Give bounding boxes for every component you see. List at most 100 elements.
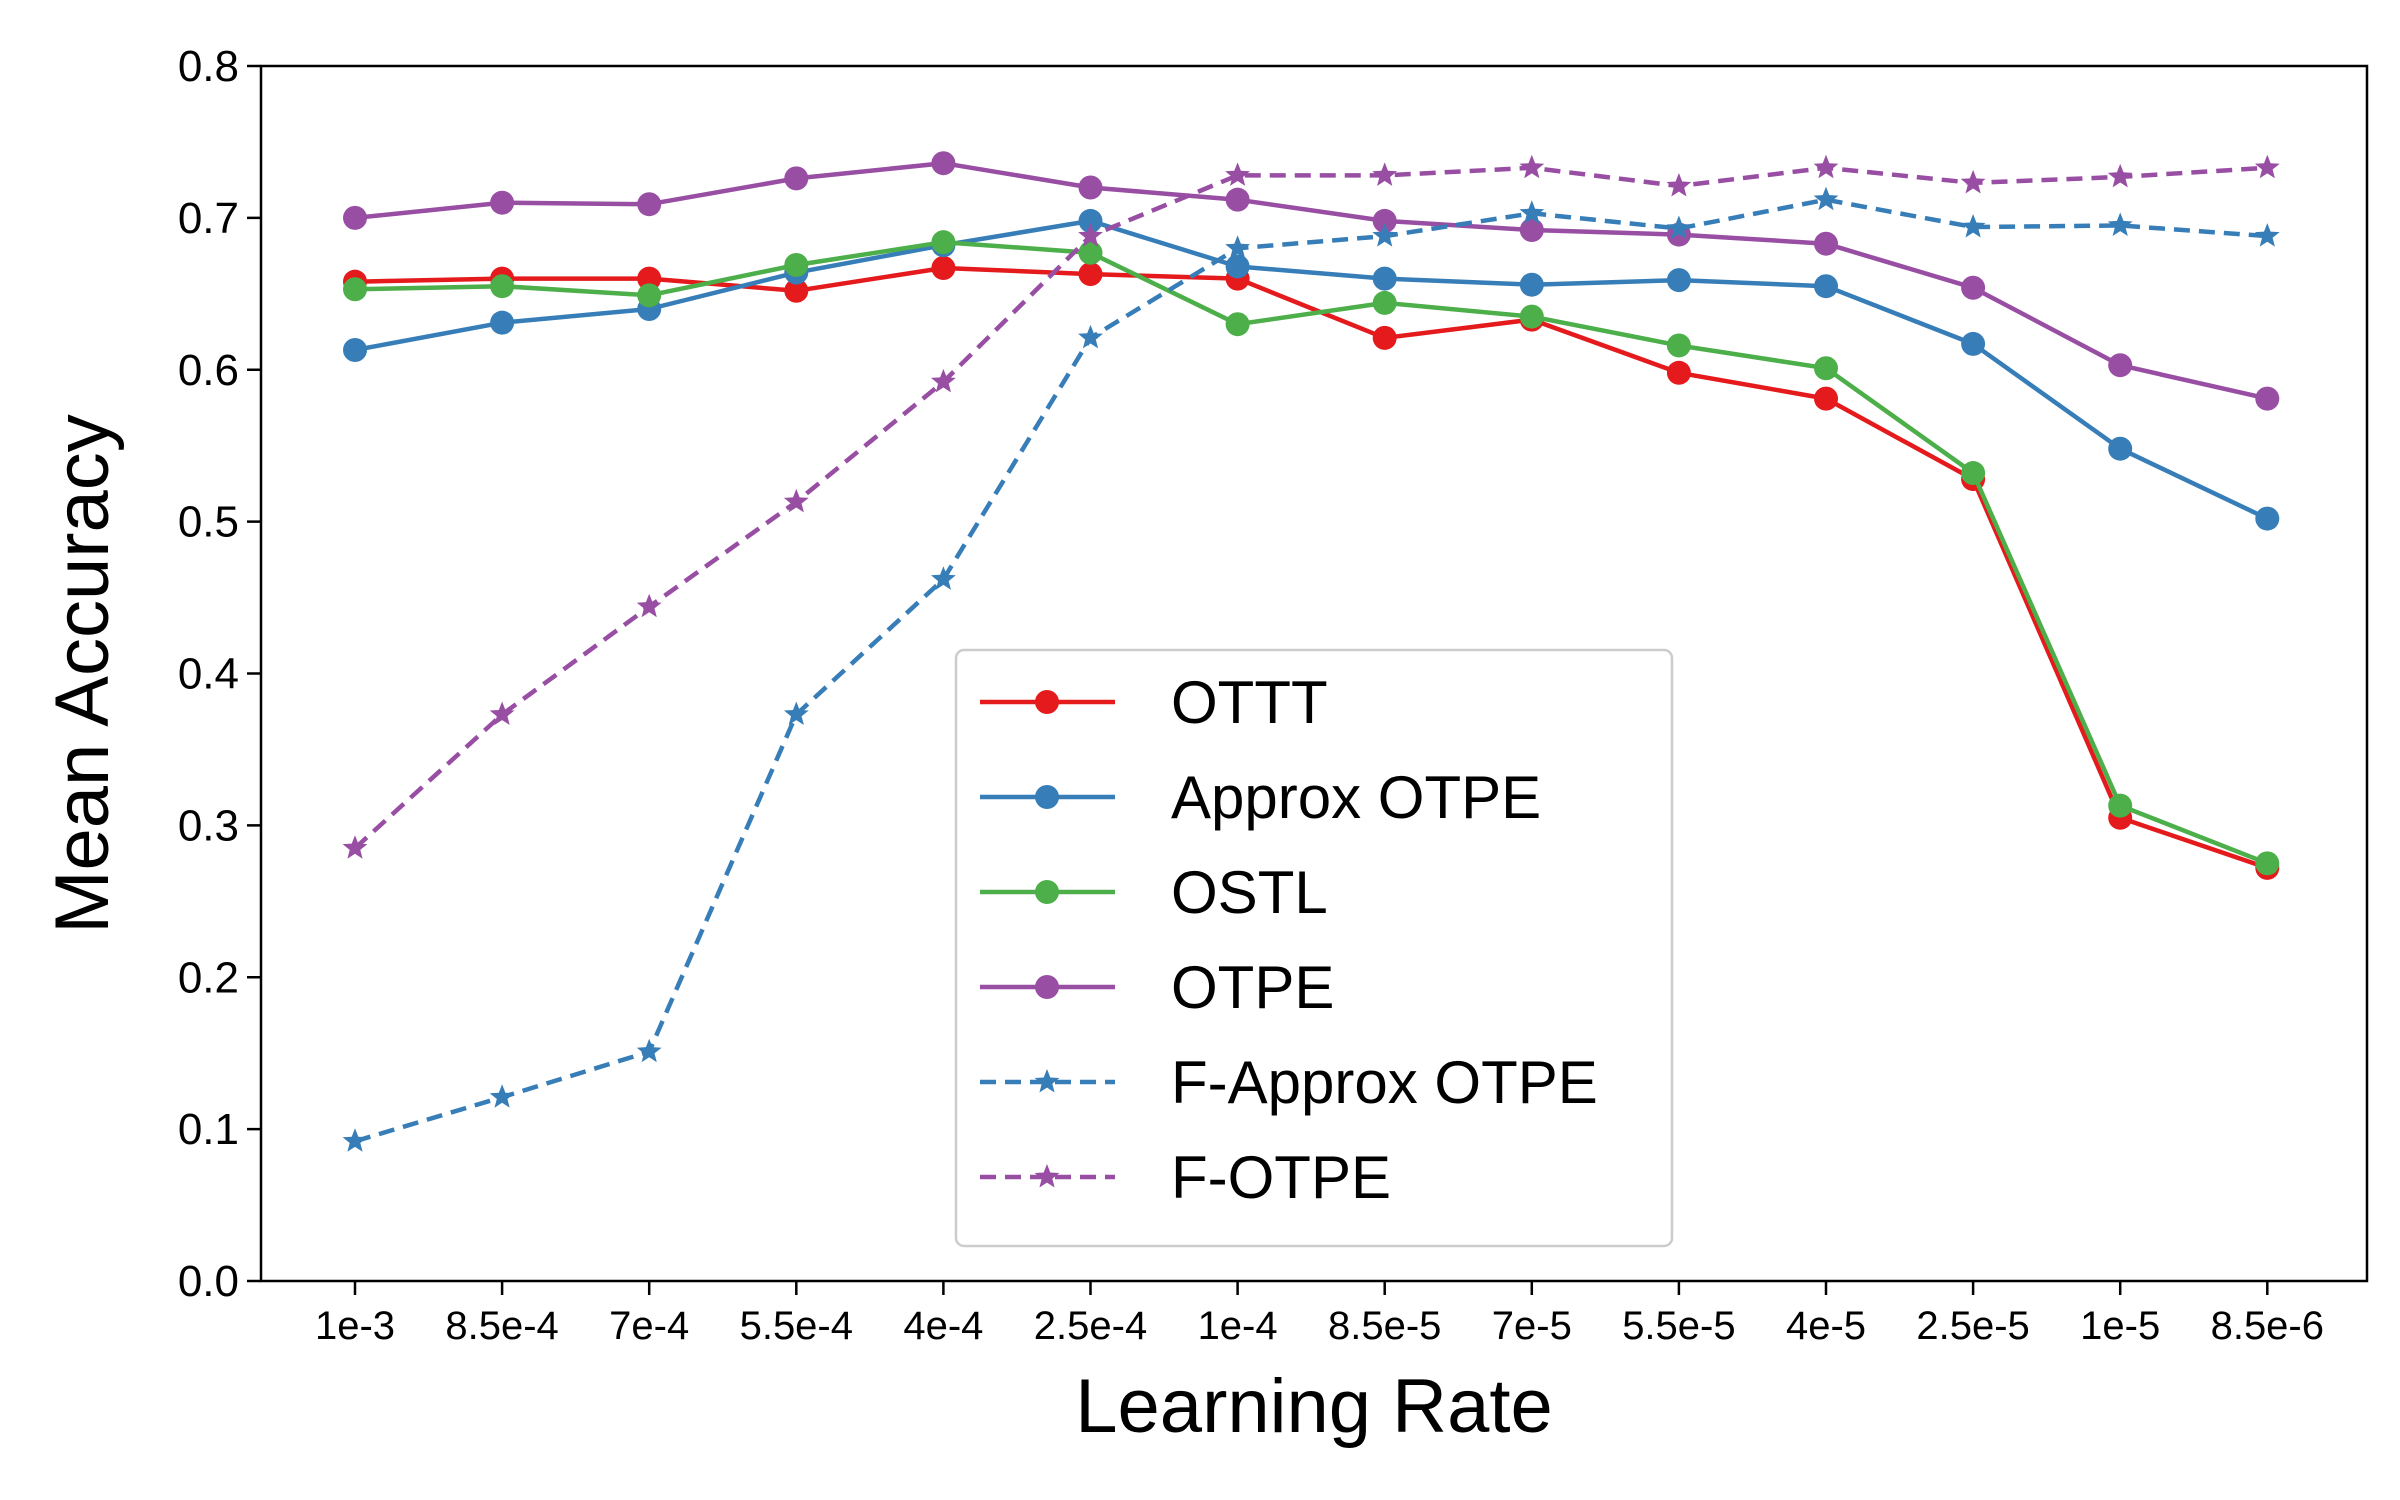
data-point-otpe	[2108, 353, 2133, 378]
series-f-approx-otpe	[342, 186, 2280, 1152]
x-tick-label: 7e-5	[1492, 1304, 1572, 1348]
data-point-f-approx-otpe	[1078, 324, 1103, 349]
data-point-approx-otpe	[1225, 254, 1250, 279]
data-point-f-otpe	[2107, 163, 2133, 188]
data-point-f-approx-otpe	[931, 566, 956, 590]
series-otpe	[343, 151, 2280, 411]
x-tick-label: 8.5e-6	[2211, 1304, 2324, 1348]
data-point-approx-otpe	[1666, 268, 1691, 293]
data-point-ottt	[931, 255, 956, 280]
data-point-f-otpe	[1519, 154, 1545, 179]
x-tick-label: 8.5e-4	[445, 1304, 558, 1348]
legend-label: OTTT	[1171, 669, 1328, 736]
data-point-f-otpe	[489, 701, 515, 725]
data-point-approx-otpe	[1078, 208, 1103, 233]
data-point-f-approx-otpe	[1519, 200, 1545, 224]
data-point-f-otpe	[1372, 162, 1398, 186]
data-point-ottt	[1078, 262, 1103, 287]
data-point-otpe	[1225, 187, 1250, 212]
data-point-approx-otpe	[343, 338, 367, 363]
x-tick-label: 8.5e-5	[1328, 1304, 1441, 1348]
data-point-ostl	[2108, 793, 2133, 818]
data-point-approx-otpe	[2108, 436, 2133, 461]
data-point-otpe	[931, 151, 956, 176]
x-axis: 1e-3 8.5e-4 7e-4 5.5e-4 4e-4 2.5e-4 1e-4 8.5e-5…	[315, 1281, 2324, 1348]
y-axis: 0.0 0.1 0.2 0.3 0.4 0.5 0.6 0.7 0.8	[178, 42, 261, 1306]
data-point-f-otpe	[1960, 169, 1986, 194]
data-point-f-otpe	[931, 368, 956, 393]
x-tick-label: 4e-5	[1786, 1304, 1866, 1348]
series-line-f-otpe	[353, 165, 2268, 850]
data-point-ostl	[2255, 851, 2280, 876]
data-point-f-approx-otpe	[1372, 223, 1398, 247]
series-f-otpe	[342, 154, 2280, 859]
data-point-f-approx-otpe	[1960, 214, 1986, 238]
data-point-f-approx-otpe	[2107, 212, 2133, 236]
legend: OTTT Approx OTPE OSTL OTPE F-Approx OTPE F-OT…	[954, 648, 1674, 1248]
series-approx-otpe	[343, 208, 2280, 531]
x-tick-label: 5.5e-5	[1622, 1304, 1735, 1348]
legend-swatch-marker	[1035, 880, 1059, 904]
data-point-approx-otpe	[1961, 331, 1986, 356]
series-line-approx-otpe	[354, 218, 2269, 521]
legend-swatch-marker	[1035, 690, 1059, 714]
data-point-ostl	[784, 252, 809, 277]
series-line-f-approx-otpe	[354, 197, 2268, 1144]
data-point-otpe	[784, 166, 809, 191]
data-point-f-otpe	[783, 488, 809, 513]
data-point-f-approx-otpe	[489, 1084, 515, 1108]
legend-swatch-marker	[1034, 1069, 1060, 1093]
data-point-f-approx-otpe	[1813, 186, 1839, 211]
data-point-ottt	[1666, 360, 1691, 385]
data-point-otpe	[343, 205, 367, 230]
y-tick-label: 0.1	[178, 1105, 239, 1154]
series-line-ottt	[354, 265, 2269, 871]
legend-swatch-marker	[1035, 785, 1059, 809]
data-point-ostl	[1814, 356, 1838, 381]
data-point-f-otpe	[636, 593, 662, 618]
x-tick-label: 1e-5	[2080, 1304, 2160, 1348]
series-ostl	[343, 230, 2280, 876]
data-point-ostl	[931, 230, 956, 255]
legend-item-ostl: OSTL	[980, 859, 1328, 926]
x-axis-title: Learning Rate	[1075, 1364, 1552, 1449]
data-point-approx-otpe	[2255, 506, 2280, 531]
data-point-f-otpe	[1225, 162, 1250, 186]
y-tick-label: 0.8	[178, 42, 239, 91]
data-point-otpe	[637, 192, 662, 217]
data-point-ottt	[1372, 325, 1397, 350]
data-point-otpe	[2255, 386, 2280, 411]
data-point-otpe	[1078, 175, 1103, 200]
series-line-otpe	[354, 160, 2268, 401]
legend-label: OSTL	[1171, 859, 1328, 926]
data-point-approx-otpe	[1814, 274, 1838, 299]
data-point-f-approx-otpe	[636, 1038, 662, 1063]
y-tick-label: 0.5	[178, 498, 239, 547]
data-point-f-approx-otpe	[1666, 215, 1692, 239]
legend-item-otpe: OTPE	[980, 954, 1334, 1021]
data-point-approx-otpe	[1372, 266, 1397, 291]
series-layer	[342, 151, 2280, 1152]
y-tick-label: 0.2	[178, 953, 239, 1002]
data-point-ostl	[1666, 333, 1691, 358]
x-tick-label: 1e-4	[1198, 1304, 1278, 1348]
legend-item-ottt: OTTT	[980, 669, 1328, 736]
data-point-f-approx-otpe	[342, 1128, 368, 1152]
data-point-otpe	[1961, 275, 1986, 300]
data-point-otpe	[1372, 208, 1397, 233]
data-point-f-approx-otpe	[1225, 235, 1250, 259]
x-tick-label: 2.5e-5	[1916, 1304, 2029, 1348]
x-tick-label: 1e-3	[315, 1304, 395, 1348]
data-point-ostl	[1225, 312, 1250, 337]
data-point-f-approx-otpe	[2254, 223, 2280, 247]
data-point-ostl	[1519, 304, 1544, 329]
data-point-approx-otpe	[490, 310, 515, 335]
legend-label: F-Approx OTPE	[1171, 1049, 1598, 1116]
legend-box	[954, 648, 1674, 1248]
legend-item-f-otpe: F-OTPE	[980, 1144, 1391, 1211]
data-point-f-otpe	[1813, 154, 1839, 179]
data-point-otpe	[490, 190, 515, 215]
data-point-f-otpe	[2254, 154, 2280, 179]
legend-label: OTPE	[1171, 954, 1334, 1021]
